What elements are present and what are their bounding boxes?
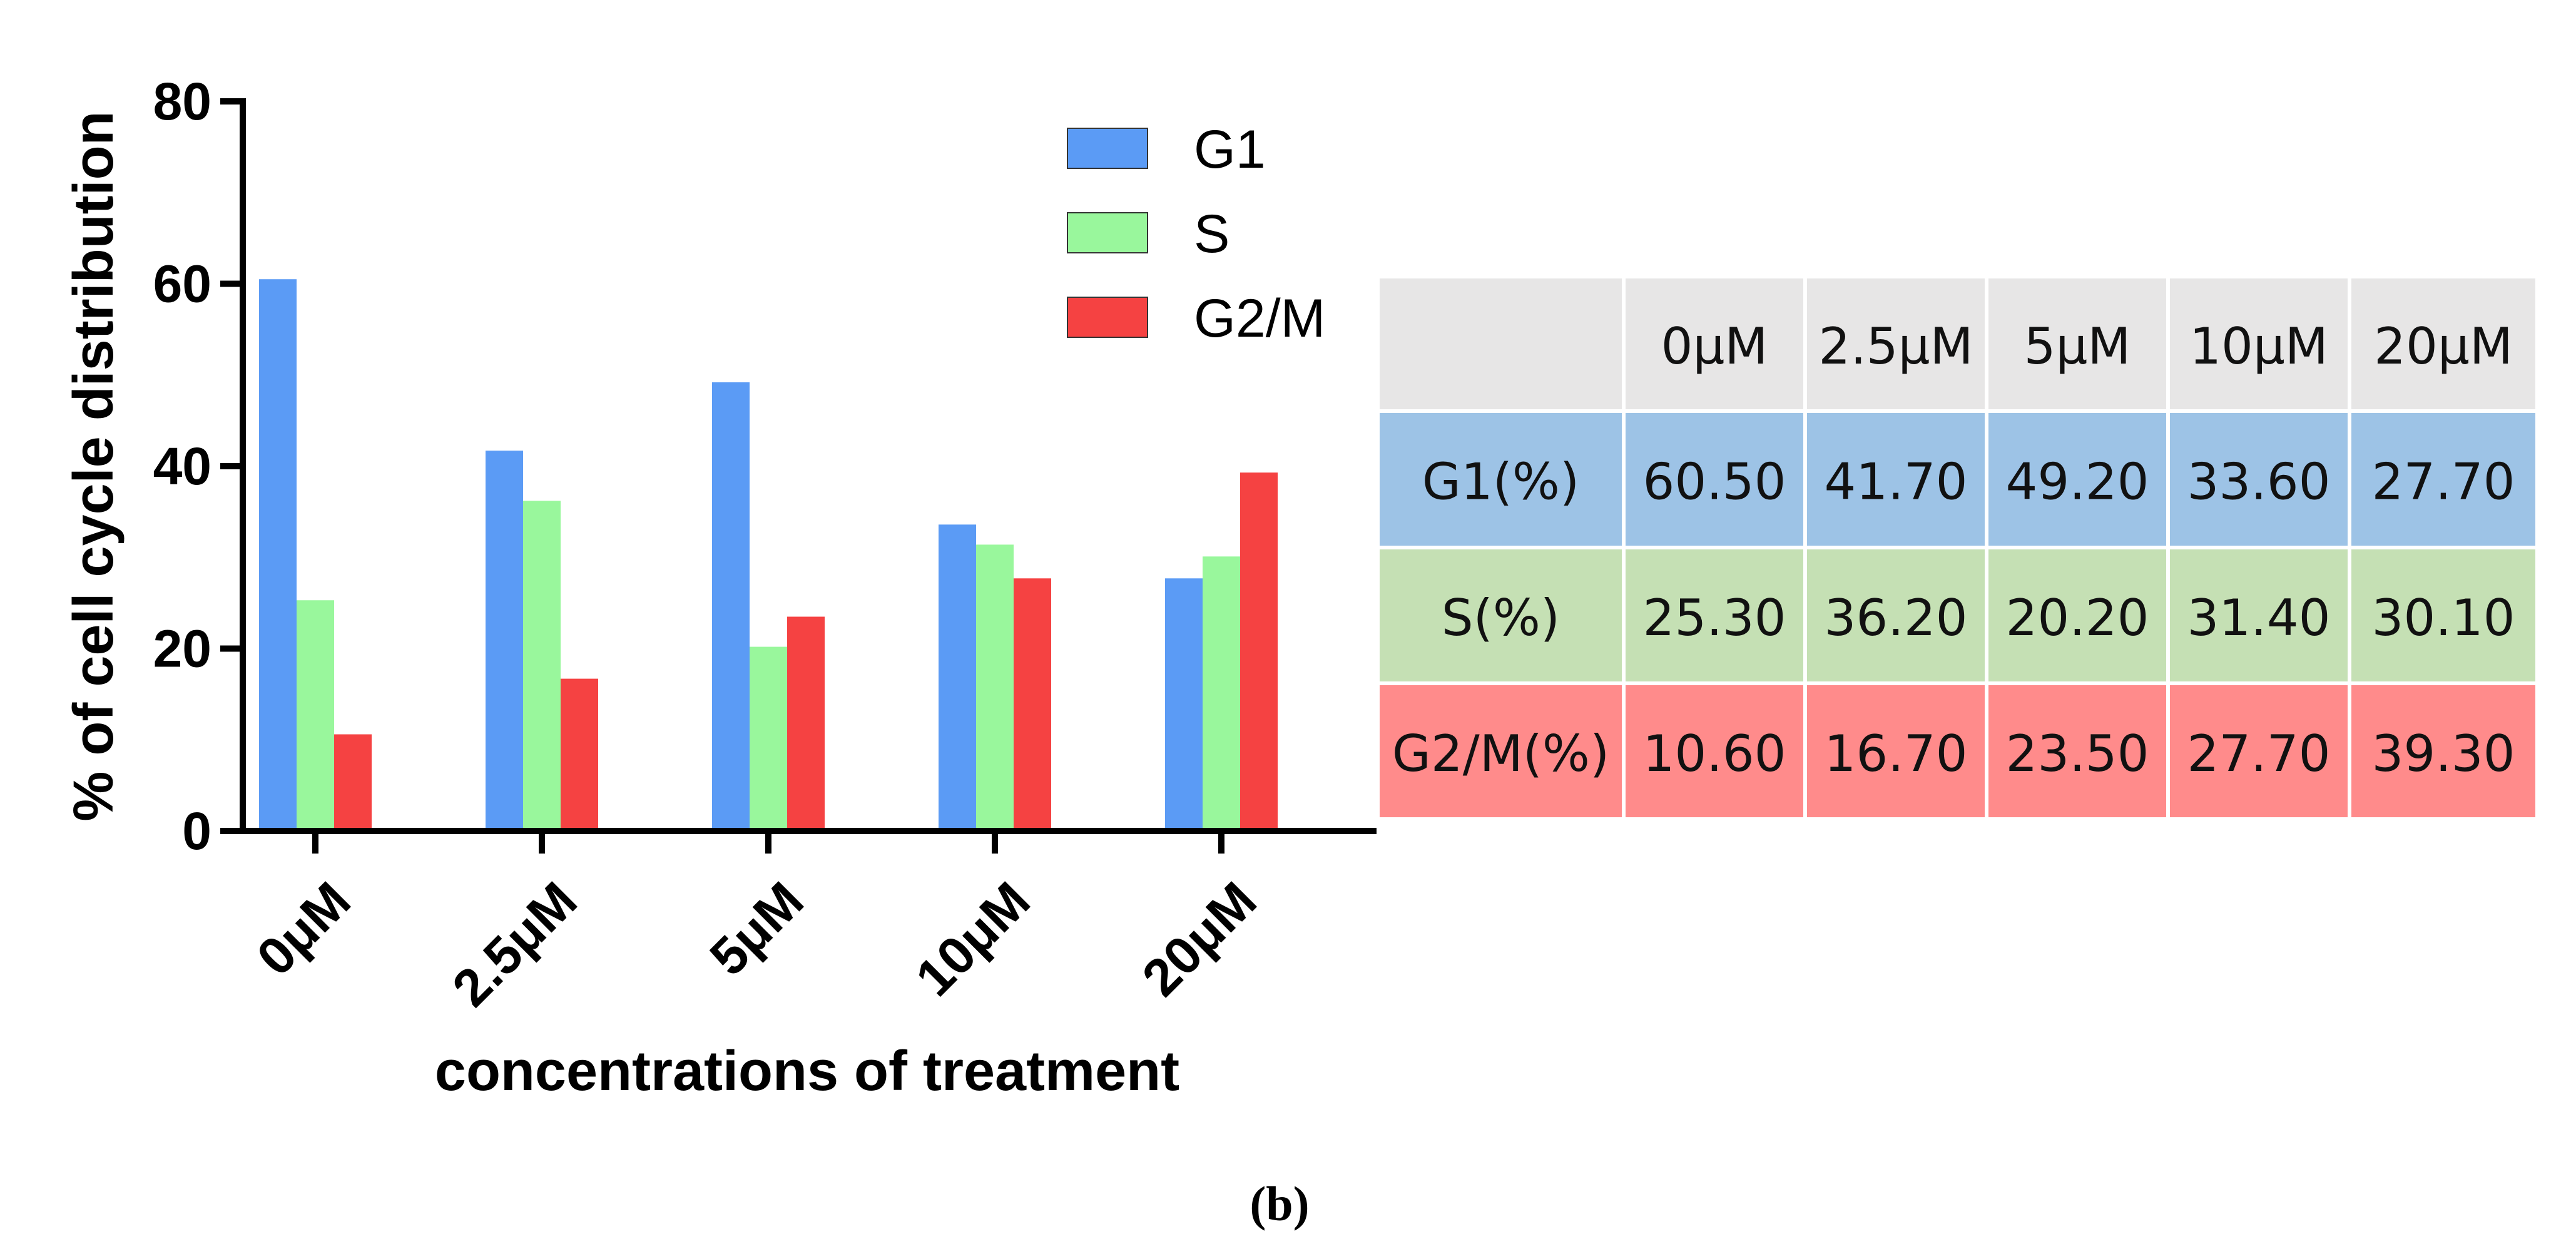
- y-tick-label: 20: [153, 619, 211, 678]
- bar-g1-4: [1165, 578, 1203, 831]
- table-cell: 23.50: [2005, 725, 2149, 783]
- bar-s-0: [297, 600, 334, 831]
- table-cell-bg: [1626, 685, 1803, 817]
- table-cell-bg: [2170, 549, 2348, 681]
- table-cell: 0μM: [1661, 317, 1768, 375]
- y-tick-label: 0: [182, 802, 211, 860]
- bar-g2m-1: [561, 678, 598, 831]
- table-cell: 20μM: [2374, 317, 2513, 375]
- data-table: 0μM 2.5μM 5μM 10μM 20μM G1(%) 60.50 41.70 49.20 3…: [1380, 278, 2535, 817]
- bar-s-4: [1203, 556, 1240, 831]
- table-cell-bg: [2351, 685, 2535, 817]
- table-cell: 10μM: [2189, 317, 2328, 375]
- table-row-label: S(%): [1442, 589, 1560, 647]
- table-cell: 60.50: [1642, 453, 1786, 511]
- table-cell: 25.30: [1642, 589, 1786, 647]
- y-axis-title: % of cell cycle distribution: [63, 111, 125, 821]
- x-tick-label: 0μM: [245, 870, 361, 986]
- table-cell-bg: [1380, 685, 1622, 817]
- table-cell: 27.70: [2187, 725, 2330, 783]
- table-cell-bg: [1807, 413, 1985, 546]
- table-cell-bg: [2170, 413, 2348, 546]
- table-cell-bg: [1807, 278, 1985, 409]
- table-cell-bg: [1988, 278, 2166, 409]
- table-cell: 33.60: [2187, 453, 2330, 511]
- legend: G1 S G2/M: [1067, 120, 1325, 349]
- legend-label: G2/M: [1194, 288, 1325, 349]
- table-cell: 30.10: [2371, 589, 2515, 647]
- table-cell: 5μM: [2024, 317, 2131, 375]
- x-tick-label: 20μM: [1131, 870, 1267, 1007]
- table-cell-bg: [2351, 278, 2535, 409]
- bar-s-2: [750, 646, 787, 831]
- y-tick-label: 80: [153, 72, 211, 131]
- table-cell-bg: [1988, 413, 2166, 546]
- x-tick-label: 10μM: [904, 870, 1041, 1007]
- legend-label: G1: [1194, 120, 1266, 180]
- x-axis-title: concentrations of treatment: [435, 1040, 1179, 1103]
- table-cell: 10.60: [1642, 725, 1786, 783]
- table-row-label: G1(%): [1422, 453, 1579, 511]
- table-cell: 36.20: [1824, 589, 1967, 647]
- bar-g1-0: [259, 279, 297, 831]
- axes-layer: 0μM 2.5μM 5μM 10μM 20μM 0 20 40 60 80: [153, 72, 1377, 1017]
- x-tick-label: 5μM: [698, 870, 814, 986]
- table-cell-bg: [1807, 549, 1985, 681]
- table-cell-bg: [2170, 685, 2348, 817]
- table-cell: 31.40: [2187, 589, 2330, 647]
- figure-caption: (b): [1250, 1176, 1309, 1231]
- table-cell-bg: [1380, 549, 1622, 681]
- table-cell: 20.20: [2005, 589, 2149, 647]
- bar-g1-1: [486, 451, 523, 831]
- table-cell-bg: [1626, 549, 1803, 681]
- table-cell-bg: [2170, 278, 2348, 409]
- table-cell-bg: [1988, 549, 2166, 681]
- bar-chart: % of cell cycle distribution concentrati…: [63, 72, 1377, 1103]
- bars-layer: [259, 279, 1278, 831]
- bar-s-1: [523, 501, 561, 831]
- table-cell-bg: [1626, 413, 1803, 546]
- bar-g2m-0: [334, 734, 372, 831]
- table-cell-bg: [2351, 549, 2535, 681]
- x-tick-label: 2.5μM: [441, 870, 588, 1017]
- bar-g1-2: [712, 382, 750, 831]
- table-cell: 2.5μM: [1818, 317, 1973, 375]
- bar-g2m-4: [1240, 472, 1278, 831]
- bar-s-3: [976, 544, 1014, 831]
- legend-swatch-s: [1067, 212, 1148, 253]
- table-cell: 39.30: [2371, 725, 2515, 783]
- table-cell: 49.20: [2005, 453, 2149, 511]
- bar-g1-3: [939, 524, 976, 831]
- y-tick-label: 60: [153, 255, 211, 314]
- table-row-label: G2/M(%): [1392, 725, 1609, 783]
- table-cell-bg: [1380, 413, 1622, 546]
- table-cell-bg: [1380, 278, 1622, 409]
- y-tick-label: 40: [153, 437, 211, 496]
- legend-label: S: [1194, 204, 1229, 264]
- bar-g2m-3: [1014, 578, 1051, 831]
- table-cell: 16.70: [1824, 725, 1967, 783]
- legend-swatch-g1: [1067, 128, 1148, 169]
- legend-swatch-g2m: [1067, 297, 1148, 338]
- table-cell: 41.70: [1824, 453, 1967, 511]
- table-cell-bg: [1807, 685, 1985, 817]
- table-cell-bg: [2351, 413, 2535, 546]
- table-cell-bg: [1988, 685, 2166, 817]
- table-cell-bg: [1626, 278, 1803, 409]
- bar-g2m-2: [787, 616, 825, 831]
- table-cell: 27.70: [2371, 453, 2515, 511]
